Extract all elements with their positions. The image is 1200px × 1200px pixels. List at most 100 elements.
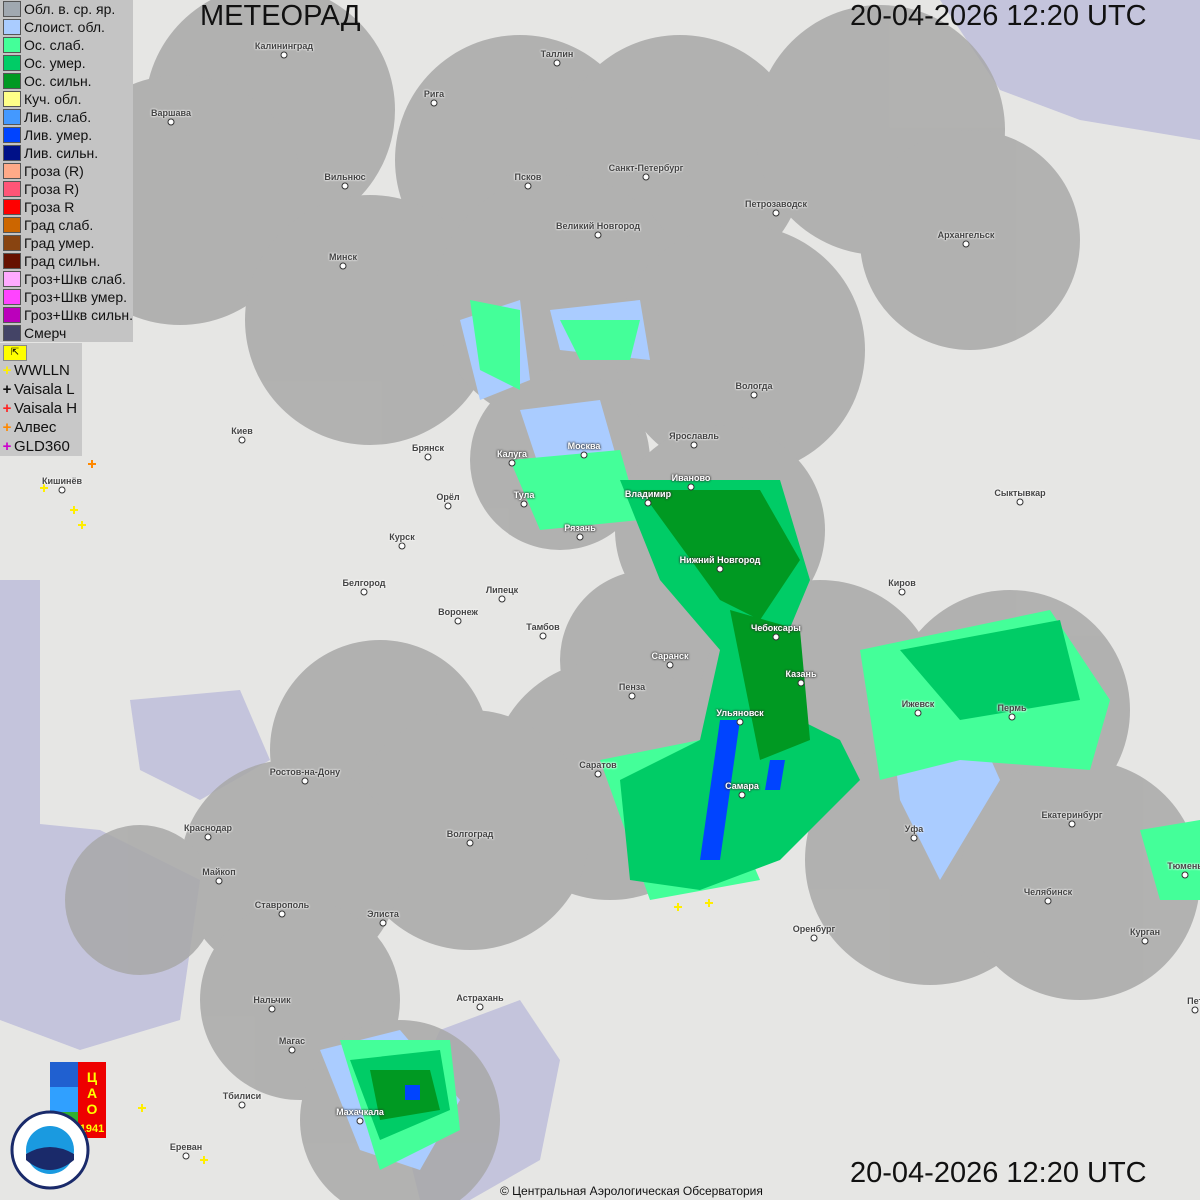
- precipitation: [320, 300, 1200, 1170]
- city-label: Варшава: [151, 108, 191, 118]
- legend-swatch: [3, 19, 21, 35]
- city-marker: [424, 453, 432, 461]
- city-label: Архангельск: [937, 230, 995, 240]
- city-marker: [339, 262, 347, 270]
- city-marker: [204, 833, 212, 841]
- city-marker: [750, 391, 758, 399]
- svg-text:1941: 1941: [80, 1123, 104, 1135]
- city-label: Киев: [231, 426, 253, 436]
- legend-swatch: [3, 73, 21, 89]
- city-marker: [810, 934, 818, 942]
- city-label: Кишинёв: [41, 476, 83, 486]
- legend-swatch: [3, 235, 21, 251]
- city-label: Брянск: [411, 443, 445, 453]
- city-marker: [430, 99, 438, 107]
- legend-item: Гроз+Шкв слаб.: [0, 270, 133, 288]
- city-label: Вильнюс: [324, 172, 366, 182]
- city-marker: [914, 709, 922, 717]
- legend-item: Град умер.: [0, 234, 133, 252]
- city-marker: [238, 436, 246, 444]
- city-marker: [1181, 871, 1189, 879]
- legend-swatch: [3, 127, 21, 143]
- city-marker: [288, 1046, 296, 1054]
- lightning-toggle-icon[interactable]: ⇱: [3, 345, 27, 361]
- lightning-legend: ⇱ + WWLLN + Vaisala L + Vaisala H + Алвес + GLD36…: [0, 343, 82, 456]
- city-label: Курск: [389, 532, 415, 542]
- city-marker: [1141, 937, 1149, 945]
- legend-item: Лив. сильн.: [0, 144, 133, 162]
- city-label: Рязань: [564, 523, 596, 533]
- city-label: Воронеж: [438, 607, 478, 617]
- legend-swatch: [3, 55, 21, 71]
- city-label: Краснодар: [183, 823, 233, 833]
- legend-item: Куч. обл.: [0, 90, 133, 108]
- lightning-source-label: Vaisala L: [14, 381, 75, 398]
- city-marker: [687, 483, 695, 491]
- city-label: Таллин: [540, 49, 574, 59]
- city-marker: [580, 451, 588, 459]
- lightning-cross-icon: +: [2, 381, 12, 398]
- lightning-source-label: GLD360: [14, 438, 70, 455]
- city-label: Владимир: [624, 489, 672, 499]
- lightning-source-item: + GLD360: [0, 437, 82, 456]
- city-marker: [738, 791, 746, 799]
- legend-item: Лив. умер.: [0, 126, 133, 144]
- lightning-cross-icon: +: [2, 438, 12, 455]
- city-marker: [797, 679, 805, 687]
- legend-label: Ос. умер.: [24, 55, 86, 71]
- city-marker: [898, 588, 906, 596]
- city-label: Великий Новгород: [555, 221, 641, 231]
- legend-swatch: [3, 289, 21, 305]
- city-marker: [356, 1117, 364, 1125]
- city-marker: [444, 502, 452, 510]
- legend-swatch: [3, 325, 21, 341]
- city-marker: [280, 51, 288, 59]
- legend-label: Лив. сильн.: [24, 145, 99, 161]
- city-marker: [690, 441, 698, 449]
- city-marker: [1016, 498, 1024, 506]
- city-marker: [278, 910, 286, 918]
- legend-item: Гроза R): [0, 180, 133, 198]
- city-marker: [301, 777, 309, 785]
- lightning-source-label: WWLLN: [14, 362, 70, 379]
- city-marker: [1068, 820, 1076, 828]
- city-marker: [524, 182, 532, 190]
- city-marker: [167, 118, 175, 126]
- legend-item: Град сильн.: [0, 252, 133, 270]
- lightning-cross-icon: +: [2, 419, 12, 436]
- city-marker: [454, 617, 462, 625]
- legend-swatch: [3, 163, 21, 179]
- legend-label: Слоист. обл.: [24, 19, 105, 35]
- city-label: Ижевск: [901, 699, 935, 709]
- city-marker: [594, 231, 602, 239]
- legend-label: Гроз+Шкв слаб.: [24, 271, 126, 287]
- roshydromet-logo: [10, 1110, 90, 1190]
- legend-item: Гроза (R): [0, 162, 133, 180]
- legend-label: Смерч: [24, 325, 67, 341]
- city-marker: [1044, 897, 1052, 905]
- city-marker: [341, 182, 349, 190]
- legend-item: Гроз+Шкв умер.: [0, 288, 133, 306]
- lightning-source-item: + Vaisala L: [0, 380, 82, 399]
- legend-item: Гроз+Шкв сильн.: [0, 306, 133, 324]
- city-marker: [594, 770, 602, 778]
- city-marker: [360, 588, 368, 596]
- city-label: Нижний Новгород: [679, 555, 761, 565]
- city-label: Санкт-Петербург: [608, 163, 684, 173]
- city-label: Псков: [514, 172, 542, 182]
- city-label: Пенза: [618, 682, 646, 692]
- city-label: Майкоп: [202, 867, 236, 877]
- city-label: Оренбург: [792, 924, 836, 934]
- city-label: Тамбов: [526, 622, 560, 632]
- legend-item: Ос. умер.: [0, 54, 133, 72]
- city-label: Астрахань: [456, 993, 504, 1003]
- legend-swatch: [3, 37, 21, 53]
- legend-swatch: [3, 91, 21, 107]
- legend-swatch: [3, 217, 21, 233]
- city-marker: [238, 1101, 246, 1109]
- lightning-cross-icon: +: [2, 400, 12, 417]
- city-marker: [772, 633, 780, 641]
- city-label: Нальчик: [253, 995, 291, 1005]
- legend-item: Гроза R: [0, 198, 133, 216]
